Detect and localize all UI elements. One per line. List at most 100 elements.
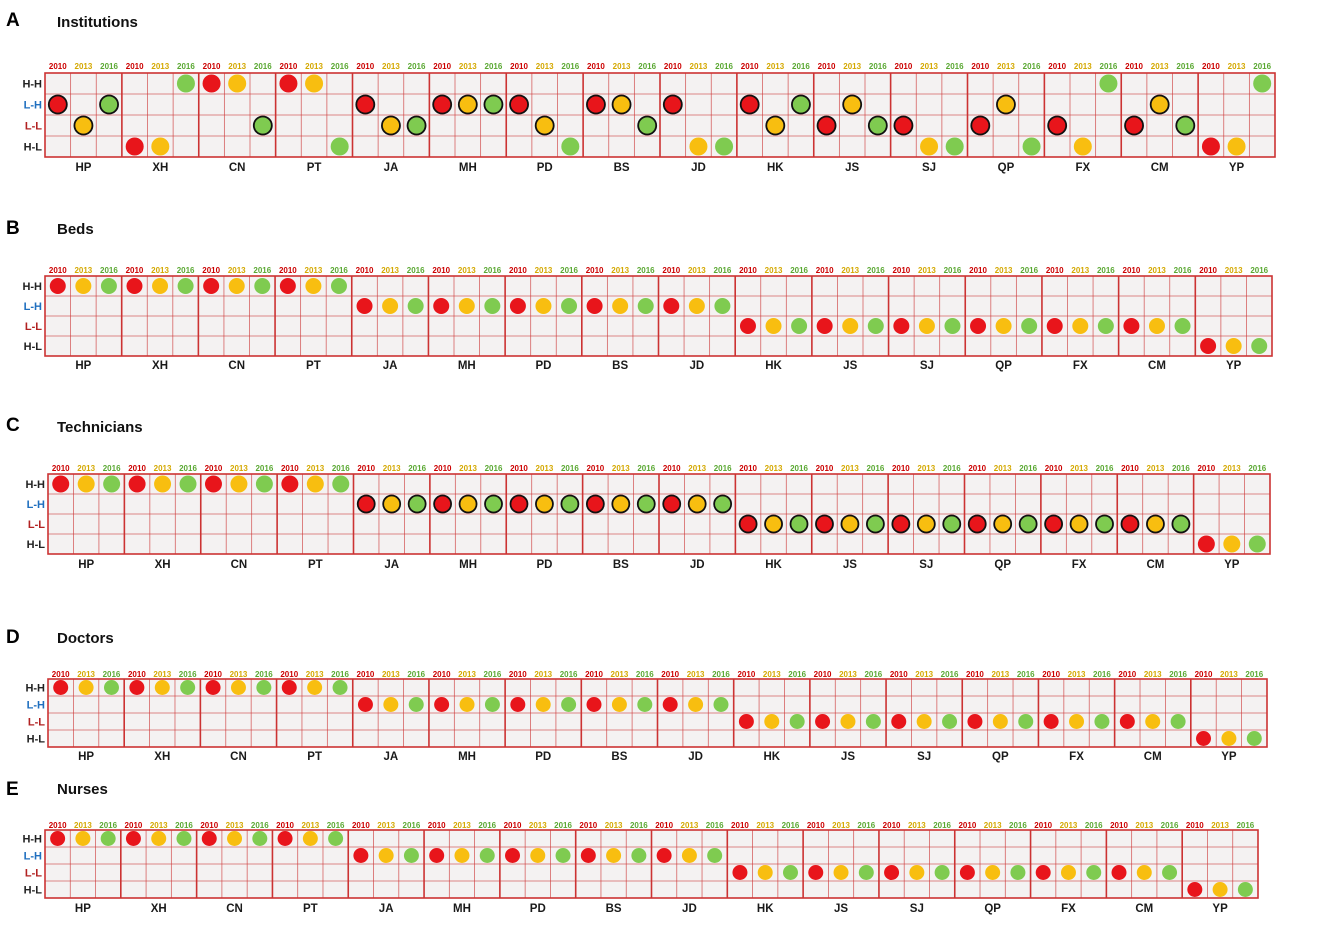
data-dot (656, 848, 672, 863)
year-label: 2016 (103, 670, 121, 679)
year-label: 2016 (944, 266, 962, 275)
district-label: HK (757, 903, 774, 915)
data-dot (580, 848, 596, 863)
data-dot (535, 697, 551, 712)
year-label: 2016 (561, 464, 579, 473)
row-label: L-L (25, 321, 42, 333)
data-dot (1095, 514, 1114, 534)
year-label: 2013 (458, 670, 476, 679)
data-dot (555, 848, 571, 863)
district-label: HK (767, 162, 784, 174)
data-dot (429, 848, 445, 863)
year-label: 2013 (1151, 62, 1169, 71)
year-label: 2016 (1100, 62, 1118, 71)
year-label: 2013 (529, 821, 547, 830)
year-label: 2010 (510, 464, 528, 473)
grid-border (44, 275, 1273, 357)
data-dot (764, 514, 783, 534)
year-label: 2013 (301, 821, 319, 830)
year-label: 2016 (100, 62, 118, 71)
year-label: 2016 (100, 266, 118, 275)
year-label: 2010 (807, 821, 825, 830)
district-label: CN (228, 360, 245, 372)
year-label: 2013 (763, 670, 781, 679)
panel-letter: A (6, 10, 20, 31)
year-label: 2013 (150, 821, 168, 830)
year-label: 2016 (331, 670, 349, 679)
data-dot (252, 831, 268, 846)
district-label: XH (155, 559, 171, 571)
district-label: JS (845, 162, 859, 174)
year-label: 2013 (1147, 464, 1165, 473)
row-label: L-H (24, 301, 42, 313)
district-label: BS (606, 903, 622, 915)
district-label: JD (690, 559, 705, 571)
year-label: 2016 (1009, 821, 1027, 830)
data-dot (959, 865, 975, 880)
year-label: 2010 (1121, 464, 1139, 473)
year-label: 2016 (630, 821, 648, 830)
year-label: 2010 (280, 670, 298, 679)
data-dot (50, 831, 66, 846)
data-dot (256, 680, 272, 695)
data-dot (916, 514, 936, 534)
district-label: QP (998, 162, 1015, 174)
year-label: 2010 (203, 62, 221, 71)
data-dot (434, 697, 450, 712)
data-dot (757, 865, 773, 880)
district-label: YP (1221, 751, 1237, 763)
data-dot (177, 278, 194, 294)
data-dot (1175, 115, 1196, 136)
data-dot (1200, 338, 1217, 354)
data-dot (918, 318, 935, 334)
year-label: 2013 (688, 464, 706, 473)
year-label: 2010 (1197, 464, 1215, 473)
data-dot (934, 865, 950, 880)
data-dot (279, 278, 296, 294)
data-dot (1069, 714, 1085, 729)
row-label: L-L (25, 868, 42, 880)
year-label: 2016 (331, 62, 349, 71)
data-dot (228, 74, 247, 93)
district-label: QP (984, 903, 1001, 915)
data-dot (356, 494, 376, 514)
district-label: JD (682, 903, 697, 915)
year-label: 2010 (280, 62, 298, 71)
data-dot (816, 115, 837, 136)
data-dot (1174, 318, 1191, 334)
year-label: 2016 (637, 266, 655, 275)
data-dot (816, 318, 833, 334)
data-dot (808, 865, 824, 880)
data-dot (433, 298, 450, 314)
data-dot (1111, 865, 1127, 880)
year-label: 2013 (1070, 464, 1088, 473)
year-label: 2016 (1245, 670, 1263, 679)
data-dot (637, 298, 654, 314)
year-label: 2010 (1186, 821, 1204, 830)
data-dot (1094, 714, 1110, 729)
data-dot (840, 514, 860, 534)
row-label: L-H (27, 700, 45, 712)
data-dot (378, 848, 394, 863)
data-dot (509, 298, 526, 314)
district-label: JD (689, 360, 704, 372)
data-dot (252, 115, 273, 136)
data-dot (992, 714, 1008, 729)
data-dot (305, 74, 324, 93)
data-dot (307, 680, 323, 695)
district-label: PT (306, 360, 321, 372)
year-label: 2013 (917, 464, 935, 473)
data-dot (1099, 74, 1118, 93)
data-dot (535, 494, 554, 514)
data-dot (230, 680, 246, 695)
data-dot (1223, 535, 1241, 553)
data-dot (842, 318, 859, 334)
year-label: 2016 (478, 821, 496, 830)
district-label: PD (535, 751, 551, 763)
data-dot (967, 514, 987, 534)
year-label: 2013 (756, 821, 774, 830)
panel-letter: D (6, 627, 20, 648)
year-label: 2016 (1248, 464, 1266, 473)
year-label: 2013 (306, 464, 324, 473)
